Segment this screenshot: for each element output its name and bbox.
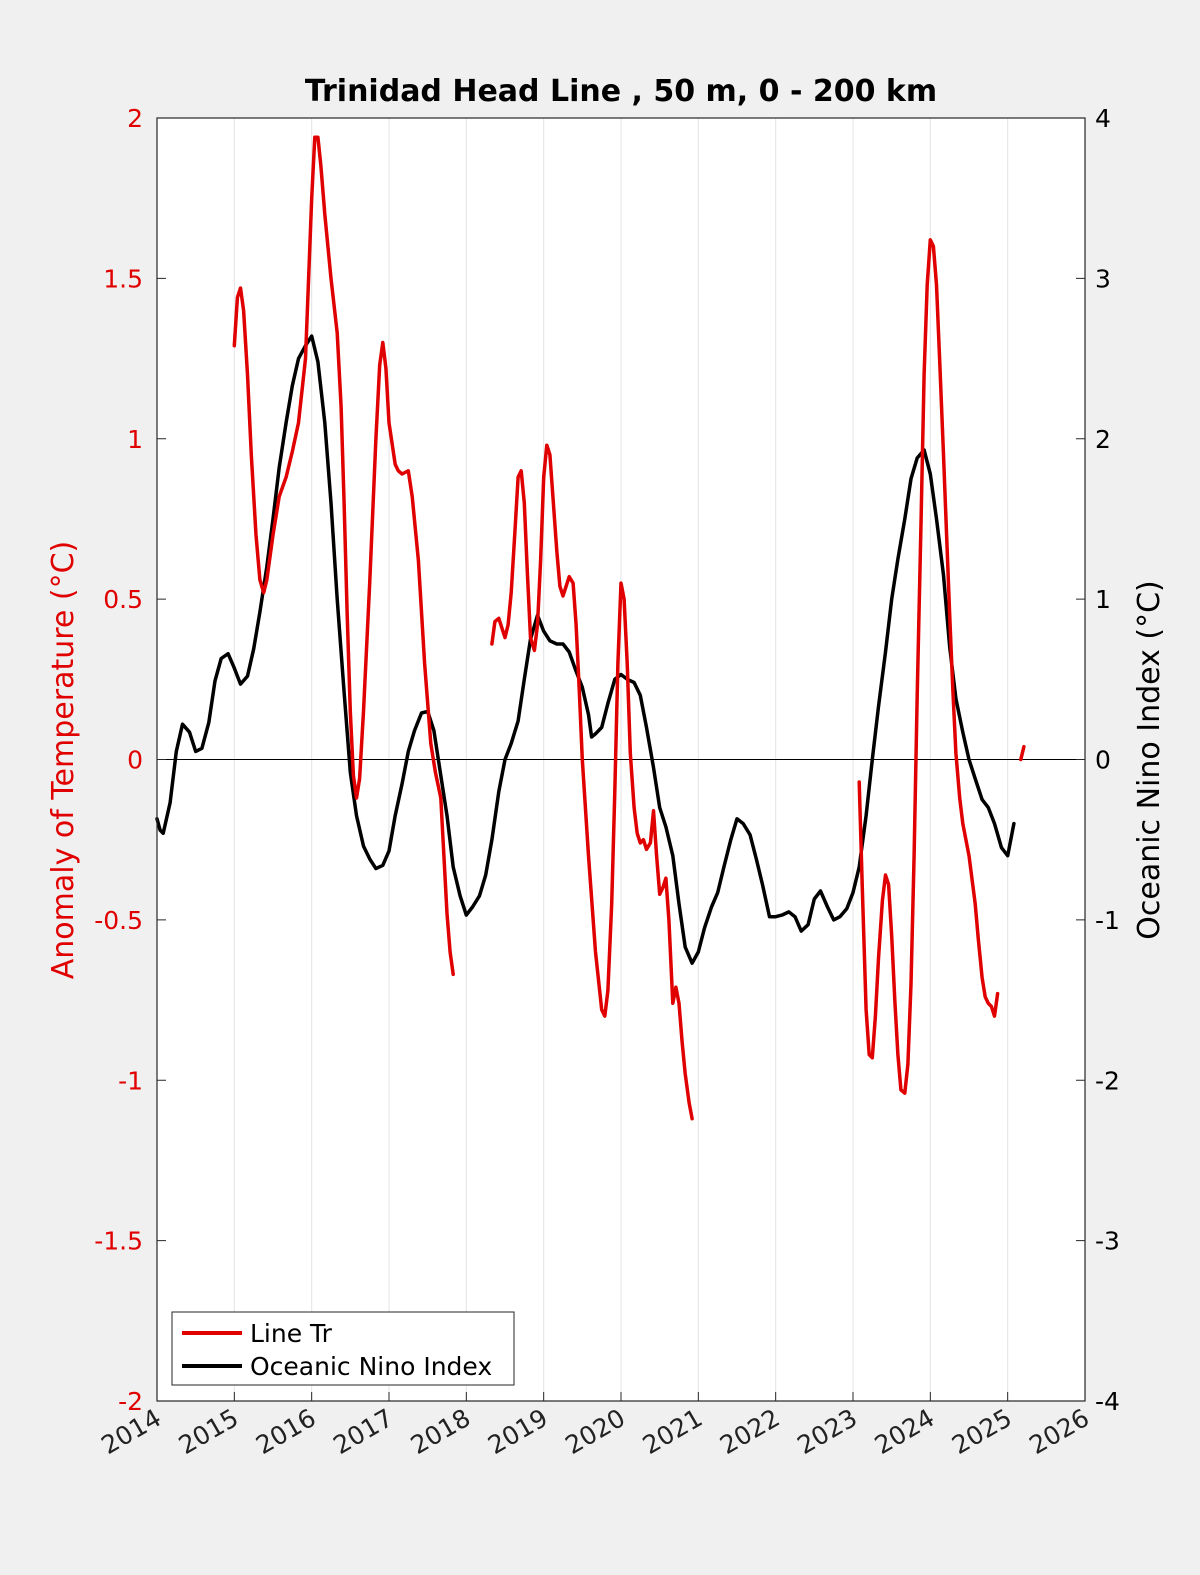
series-line-line-tr-segment-1 [232,135,455,977]
y-right-tick-label: 0 [1095,746,1111,775]
y-right-tick-label: -4 [1095,1387,1120,1416]
series-line-oni [155,334,1016,965]
legend-label-line-tr: Line Tr [250,1319,333,1348]
y-right-tick-label: 3 [1095,264,1111,293]
legend-box [171,1311,515,1386]
legend: Line Tr Oceanic Nino Index [171,1311,515,1386]
y-left-tick-label: -2 [118,1387,143,1416]
y-axis-right: -4 -3 -2 -1 0 1 2 3 4 [1076,104,1120,1416]
y-left-tick-label: 1.5 [103,264,143,293]
y-left-tick-label: -0.5 [94,906,143,935]
series-line-line-tr-segment-4 [1019,744,1026,762]
y-right-tick-label: -3 [1095,1227,1120,1256]
series-line-line-tr-segment-2 [490,443,694,1121]
y-axis-right-label: Oceanic Nino Index (°C) [1132,580,1167,940]
y-right-tick-label: -2 [1095,1066,1120,1095]
y-left-tick-label: 0 [127,746,143,775]
y-axis-left-label: Anomaly of Temperature (°C) [46,541,81,980]
y-right-tick-label: 1 [1095,585,1111,614]
y-right-tick-label: 2 [1095,425,1111,454]
legend-label-oni: Oceanic Nino Index [250,1352,492,1381]
y-left-tick-label: -1 [118,1066,143,1095]
y-right-tick-label: -1 [1095,906,1120,935]
y-axis-left: -2 -1.5 -1 -0.5 0 0.5 1 1.5 2 [94,104,166,1416]
y-left-tick-label: 0.5 [103,585,143,614]
series-lines [155,135,1026,1121]
y-left-tick-label: 2 [127,104,143,133]
series-line-line-tr-segment-3 [857,238,1000,1095]
y-left-tick-label: 1 [127,425,143,454]
chart-title: Trinidad Head Line , 50 m, 0 - 200 km [305,74,937,109]
y-right-tick-label: 4 [1095,104,1111,133]
y-left-tick-label: -1.5 [94,1227,143,1256]
